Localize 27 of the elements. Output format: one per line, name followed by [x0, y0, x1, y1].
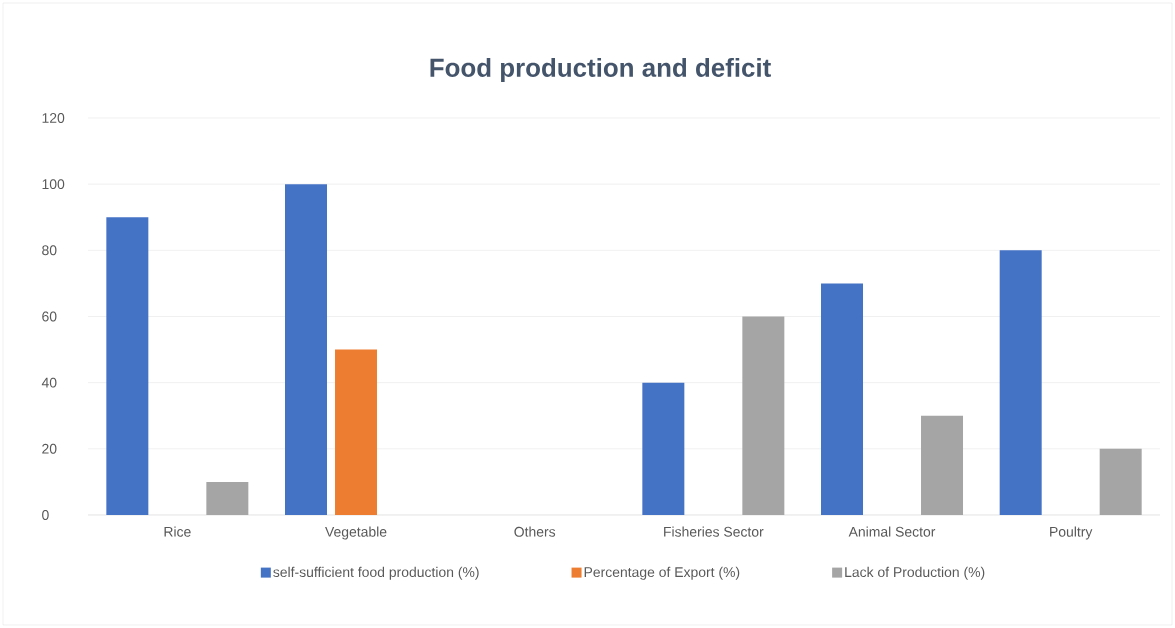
- chart-title: Food production and deficit: [430, 57, 771, 83]
- x-tick-label: Others: [514, 526, 556, 537]
- x-tick-label: Animal Sector: [848, 526, 936, 537]
- y-tick-label: 40: [41, 377, 57, 388]
- bar: [821, 283, 864, 515]
- x-tick-label: Poultry: [1050, 526, 1093, 540]
- y-tick-label: 80: [42, 245, 57, 256]
- bar: [206, 481, 249, 515]
- bar: [335, 349, 378, 515]
- y-tick-label: 0: [42, 510, 49, 520]
- y-tick-label: 60: [42, 311, 57, 322]
- legend-label: Percentage of Export (%): [584, 566, 740, 580]
- y-tick-label: 100: [42, 179, 65, 190]
- y-tick-label: 120: [42, 113, 65, 123]
- bar: [742, 316, 785, 515]
- bar: [285, 184, 328, 515]
- legend-label: self-sufficient food production (%): [273, 566, 479, 580]
- bar: [921, 415, 964, 515]
- x-tick-label: Fisheries Sector: [664, 526, 764, 537]
- bar: [106, 217, 149, 515]
- legend-label: Lack of Production (%): [845, 566, 985, 580]
- y-tick-label: 20: [42, 443, 57, 454]
- x-tick-label: Vegetable: [325, 526, 387, 540]
- bar: [642, 382, 685, 515]
- bar: [999, 250, 1042, 515]
- bar: [1099, 448, 1142, 515]
- x-tick-label: Rice: [164, 526, 191, 537]
